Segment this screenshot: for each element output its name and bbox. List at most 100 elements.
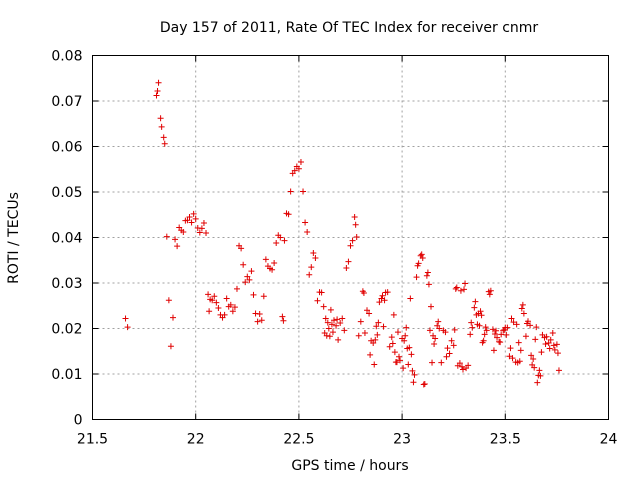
data-point <box>124 324 131 331</box>
data-point <box>482 324 489 331</box>
data-point <box>438 359 445 366</box>
data-point <box>531 364 538 371</box>
data-point <box>444 345 451 352</box>
data-point <box>456 360 463 367</box>
data-point <box>549 330 556 337</box>
data-point <box>467 331 474 338</box>
data-point <box>487 287 494 294</box>
chart-title: Day 157 of 2011, Rate Of TEC Index for r… <box>160 20 539 36</box>
data-point <box>503 331 510 338</box>
data-point <box>431 340 438 347</box>
data-point <box>352 221 359 228</box>
x-axis-label: GPS time / hours <box>291 458 408 474</box>
data-point <box>277 234 284 241</box>
data-point <box>190 210 197 217</box>
y-tick-label: 0.08 <box>51 49 82 65</box>
data-point <box>260 293 267 300</box>
data-point <box>555 367 562 374</box>
data-point <box>378 295 385 302</box>
data-point <box>532 336 539 343</box>
data-point <box>504 324 511 331</box>
data-point <box>242 279 249 286</box>
data-point <box>393 359 400 366</box>
data-point <box>320 303 327 310</box>
data-point <box>258 317 265 324</box>
data-point <box>351 214 358 221</box>
data-point <box>327 306 334 313</box>
data-point <box>551 346 558 353</box>
data-point <box>397 357 404 364</box>
data-point <box>402 332 409 339</box>
data-point <box>554 350 561 357</box>
data-point <box>287 188 294 195</box>
data-point <box>443 353 450 360</box>
data-point <box>408 351 415 358</box>
data-point <box>370 340 377 347</box>
data-point <box>161 140 168 147</box>
data-point <box>409 367 416 374</box>
data-point <box>345 258 352 265</box>
data-point <box>413 274 420 281</box>
data-point <box>472 298 479 305</box>
data-point <box>458 363 465 370</box>
data-point <box>396 353 403 360</box>
data-point <box>240 261 247 268</box>
data-point <box>547 336 554 343</box>
data-point <box>537 372 544 379</box>
data-point <box>478 312 485 319</box>
data-point <box>406 344 413 351</box>
data-point <box>426 327 433 334</box>
data-point <box>304 229 311 236</box>
data-point <box>314 297 321 304</box>
data-point <box>462 280 469 287</box>
data-point <box>343 264 350 271</box>
data-point <box>269 266 276 273</box>
data-point <box>246 276 253 283</box>
x-tick-label: 24 <box>600 432 618 448</box>
data-point <box>349 237 356 244</box>
data-point <box>491 330 498 337</box>
data-point <box>498 331 505 338</box>
data-point <box>213 299 220 306</box>
data-point <box>312 254 319 261</box>
data-point <box>334 316 341 323</box>
x-tick-label: 22 <box>187 432 205 448</box>
data-point <box>360 290 367 297</box>
data-point <box>244 273 251 280</box>
data-point <box>536 367 543 374</box>
data-point <box>254 318 261 325</box>
data-point <box>196 229 203 236</box>
data-point <box>203 229 210 236</box>
data-point <box>367 351 374 358</box>
data-point <box>452 285 459 292</box>
data-point <box>353 234 360 241</box>
data-point <box>435 318 442 325</box>
data-point <box>297 158 304 165</box>
data-point <box>481 331 488 338</box>
data-point <box>154 87 161 94</box>
data-point <box>506 353 513 360</box>
data-point <box>373 323 380 330</box>
data-point <box>465 362 472 369</box>
data-point <box>163 233 170 240</box>
data-point <box>271 259 278 266</box>
data-point <box>550 342 557 349</box>
data-point <box>489 326 496 333</box>
data-point <box>410 379 417 386</box>
data-point <box>380 323 387 330</box>
data-point <box>375 319 382 326</box>
data-point <box>306 271 313 278</box>
x-axis-tick-labels: 21.5 22 22.5 23 23.5 24 <box>77 432 618 448</box>
data-point <box>180 229 187 236</box>
data-point <box>525 318 532 325</box>
data-point <box>192 215 199 222</box>
data-point <box>518 305 525 312</box>
data-point <box>528 352 535 359</box>
data-point <box>497 339 504 346</box>
data-point <box>174 243 181 250</box>
data-point <box>165 297 172 304</box>
data-point <box>172 236 179 243</box>
y-tick-label: 0.02 <box>51 322 82 338</box>
data-point <box>273 239 280 246</box>
